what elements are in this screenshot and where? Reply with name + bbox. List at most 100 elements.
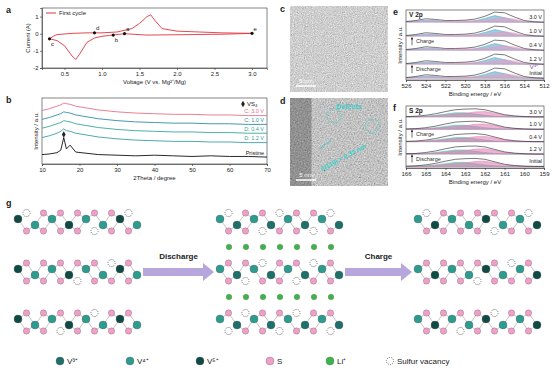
chart: 0.51.01.52.02.53.0-2-101Voltage (V vs. M… [6,5,268,85]
vanadium-atom [14,315,22,323]
tick-label: 159 [539,171,550,177]
tick-label: 30 [114,167,121,173]
spectrum-label: Initial [529,158,542,164]
scale-bar-label: 5 nm [299,172,312,178]
vanadium-atom [431,271,439,279]
sulfur-atom [40,328,46,334]
spectrum-label: 3.0 V [529,109,542,115]
sulfur-atom [525,310,531,316]
x-axis-title: Binding energy / eV [449,91,501,97]
lithium-ion [277,294,283,300]
panel-label: f [393,103,397,113]
vanadium-atom [133,271,141,279]
fringe [384,98,388,186]
sulfur-atom [23,260,29,266]
tick: 40 [152,164,159,173]
tick-label: 1.0 [98,71,107,77]
sulfur-atom [276,228,282,234]
scale-bar-label: 5 nm [299,78,312,84]
fringe [314,98,367,186]
arrow-label: Charge [416,38,434,44]
x-axis-title: Binding energy / eV [449,179,501,185]
vanadium-atom [14,265,22,273]
sulfur-atom [474,328,480,334]
image-panel: 5 nmc [280,4,388,92]
fringe [333,98,386,186]
tick: 166 [401,168,412,177]
sulfur-atom [91,210,97,216]
sulfur-atom [440,328,446,334]
tick: -2 [33,65,42,71]
sulfur-vacancy [91,227,98,234]
sulfur-atom [293,328,299,334]
sulfur-atom [91,260,97,266]
vanadium-atom [116,315,124,323]
fringe [362,98,388,186]
fringe [311,98,364,186]
sulfur-atom [310,310,316,316]
step-label: Discharge [159,252,198,261]
vanadium-atom [482,215,490,223]
spectrum-label: 1.2 V [529,56,542,62]
tick-mark [465,80,466,82]
sulfur-atom [491,210,497,216]
sulfur-vacancy [310,259,317,266]
legend-label: Sulfur vacancy [397,357,449,366]
sulfur-atom [225,228,231,234]
sulfur-atom [74,228,80,234]
point-label: c [51,41,54,47]
series-label: C: 3.0 V [244,108,264,114]
lithium-ion [294,294,300,300]
sulfur-vacancy [423,209,430,216]
vanadium-atom [533,221,541,229]
vanadium-atom [267,221,275,229]
lattice-fringes [290,98,388,186]
tick: 165 [421,168,432,177]
vanadium-atom [267,321,275,329]
tick: 0.5 [61,68,70,77]
sulfur-atom [423,310,429,316]
legend-swatch [196,357,204,365]
y-axis-title: Current (A) [25,23,31,53]
series-line [42,121,267,134]
lithium-ion [311,294,317,300]
point-marker [250,32,253,35]
tick-label: 40 [152,167,159,173]
structure [414,209,541,334]
sulfur-atom [440,260,446,266]
legend-label: Li⁺ [337,357,346,366]
tick-mark [177,68,178,70]
tick-mark [544,80,545,82]
sulfur-atom [74,310,80,316]
sulfur-atom [225,278,231,284]
vanadium-atom [82,215,90,223]
lithium-ion [260,244,266,250]
fringe [308,98,361,186]
legend-label: V³⁺ [67,357,78,366]
atoms [14,209,141,334]
sulfur-atom [310,278,316,284]
tick-label: 518 [480,83,491,89]
arrow-label: Discharge [416,156,441,162]
sulfur-vacancy [457,327,464,334]
x-axis: 166165164163162161160159 [401,168,550,177]
sulfur-atom [259,210,265,216]
peak-marker [62,131,66,137]
tick-mark [544,168,545,170]
vanadium-atom [499,221,507,229]
fringe [327,98,380,186]
fringe [290,98,312,186]
vanadium-atom [499,271,507,279]
tick: 30 [114,164,121,173]
sulfur-atom [310,210,316,216]
sulfur-vacancy [293,277,300,284]
tick-label: 516 [500,83,511,89]
tick-mark [42,164,43,166]
vanadium-atom [133,321,141,329]
plot-area [48,15,254,60]
legend-swatch [241,101,245,107]
vanadium-atom [48,265,56,273]
vanadium-atom [65,271,73,279]
series-line [42,129,267,143]
tick-label: 0 [35,31,39,37]
